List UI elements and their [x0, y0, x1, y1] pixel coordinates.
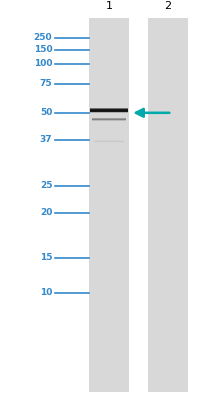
Text: 75: 75 — [39, 80, 52, 88]
Bar — [90, 110, 128, 112]
Text: 250: 250 — [33, 34, 52, 42]
Bar — [90, 110, 128, 111]
Bar — [90, 109, 128, 110]
Text: 150: 150 — [33, 46, 52, 54]
Bar — [90, 110, 128, 111]
Bar — [92, 118, 125, 119]
Bar — [90, 108, 128, 109]
Text: 10: 10 — [40, 288, 52, 297]
Bar — [92, 119, 125, 120]
Bar — [94, 141, 123, 142]
Text: 20: 20 — [40, 208, 52, 217]
Bar — [92, 118, 125, 120]
Bar — [90, 109, 128, 110]
Bar — [94, 142, 123, 143]
Bar — [90, 112, 128, 113]
Text: 100: 100 — [34, 60, 52, 68]
Bar — [92, 119, 125, 120]
Bar — [90, 112, 128, 113]
Bar — [92, 120, 125, 121]
Text: 2: 2 — [163, 1, 170, 11]
Bar — [89, 18, 129, 392]
Bar — [92, 118, 125, 119]
Bar — [90, 108, 128, 110]
Text: 15: 15 — [40, 254, 52, 262]
Bar — [147, 18, 187, 392]
Text: 1: 1 — [105, 1, 112, 11]
Bar — [92, 120, 125, 121]
Bar — [94, 140, 123, 141]
Bar — [90, 111, 128, 112]
Bar — [94, 141, 123, 142]
Text: 37: 37 — [39, 136, 52, 144]
Bar — [94, 140, 123, 142]
Bar — [90, 111, 128, 112]
Text: 50: 50 — [40, 108, 52, 117]
Text: 25: 25 — [40, 182, 52, 190]
